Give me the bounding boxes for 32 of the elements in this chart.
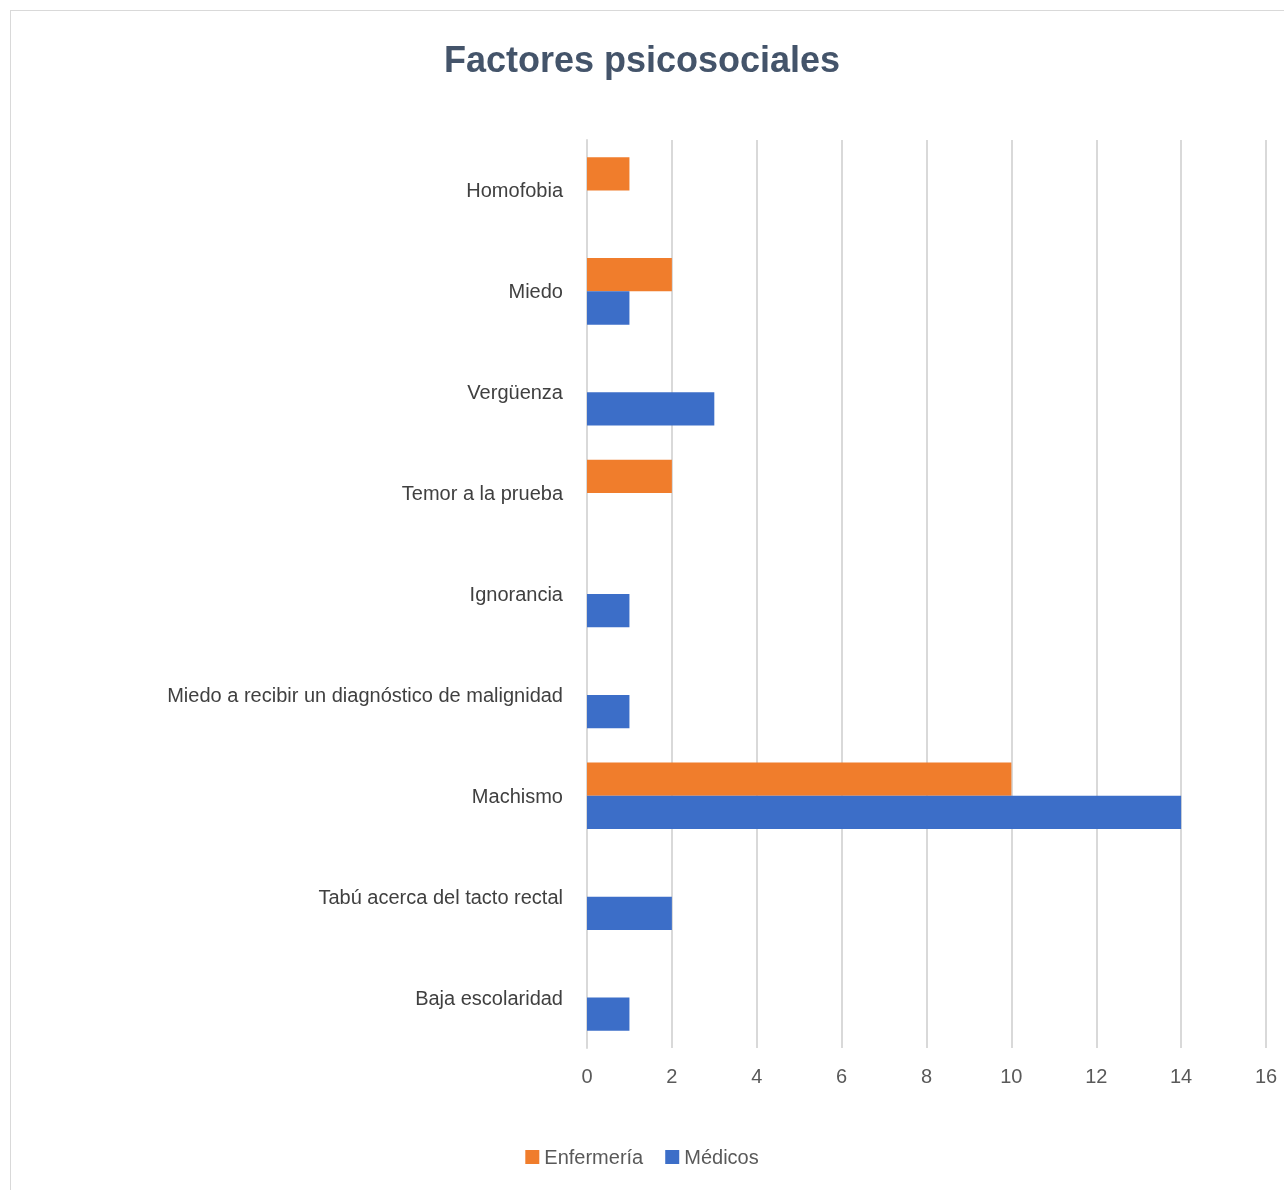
bar	[587, 795, 1182, 830]
x-tick-label: 6	[836, 1065, 848, 1087]
x-tick-label: 16	[1254, 1065, 1278, 1087]
y-tick-label: Ignorancia	[469, 583, 564, 605]
y-tick-label: Vergüenza	[467, 381, 564, 404]
bar	[587, 459, 672, 494]
bar	[587, 762, 1012, 796]
bar	[587, 594, 630, 628]
y-tick-label: Miedo	[508, 280, 563, 303]
bar	[587, 291, 630, 325]
y-tick-label: Machismo	[471, 784, 563, 807]
y-tick-label: Baja escolaridad	[415, 986, 563, 1009]
legend-label: Médicos	[684, 1146, 759, 1168]
y-tick-label: Tabú acerca del tacto rectal	[318, 885, 563, 908]
x-tick-label: 14	[1170, 1065, 1193, 1087]
x-tick-label: 4	[751, 1065, 763, 1087]
bar	[587, 997, 630, 1031]
x-tick-label: 12	[1085, 1065, 1108, 1087]
chart-title: Factores psicosociales	[443, 38, 841, 80]
legend-label: Enfermería	[544, 1146, 645, 1168]
bar	[587, 896, 672, 930]
bar	[587, 157, 630, 191]
x-tick-label: 2	[666, 1065, 678, 1087]
bar	[587, 258, 672, 292]
bar	[587, 392, 715, 426]
y-tick-label: Temor a la prueba	[401, 482, 564, 505]
bar	[587, 694, 630, 729]
y-tick-label: Homofobia	[466, 179, 564, 202]
y-tick-label: Miedo a recibir un diagnóstico de malignidad	[167, 683, 563, 706]
x-tick-label: 8	[920, 1065, 933, 1087]
x-tick-label: 10	[1000, 1065, 1023, 1087]
x-tick-label: 0	[581, 1065, 593, 1087]
